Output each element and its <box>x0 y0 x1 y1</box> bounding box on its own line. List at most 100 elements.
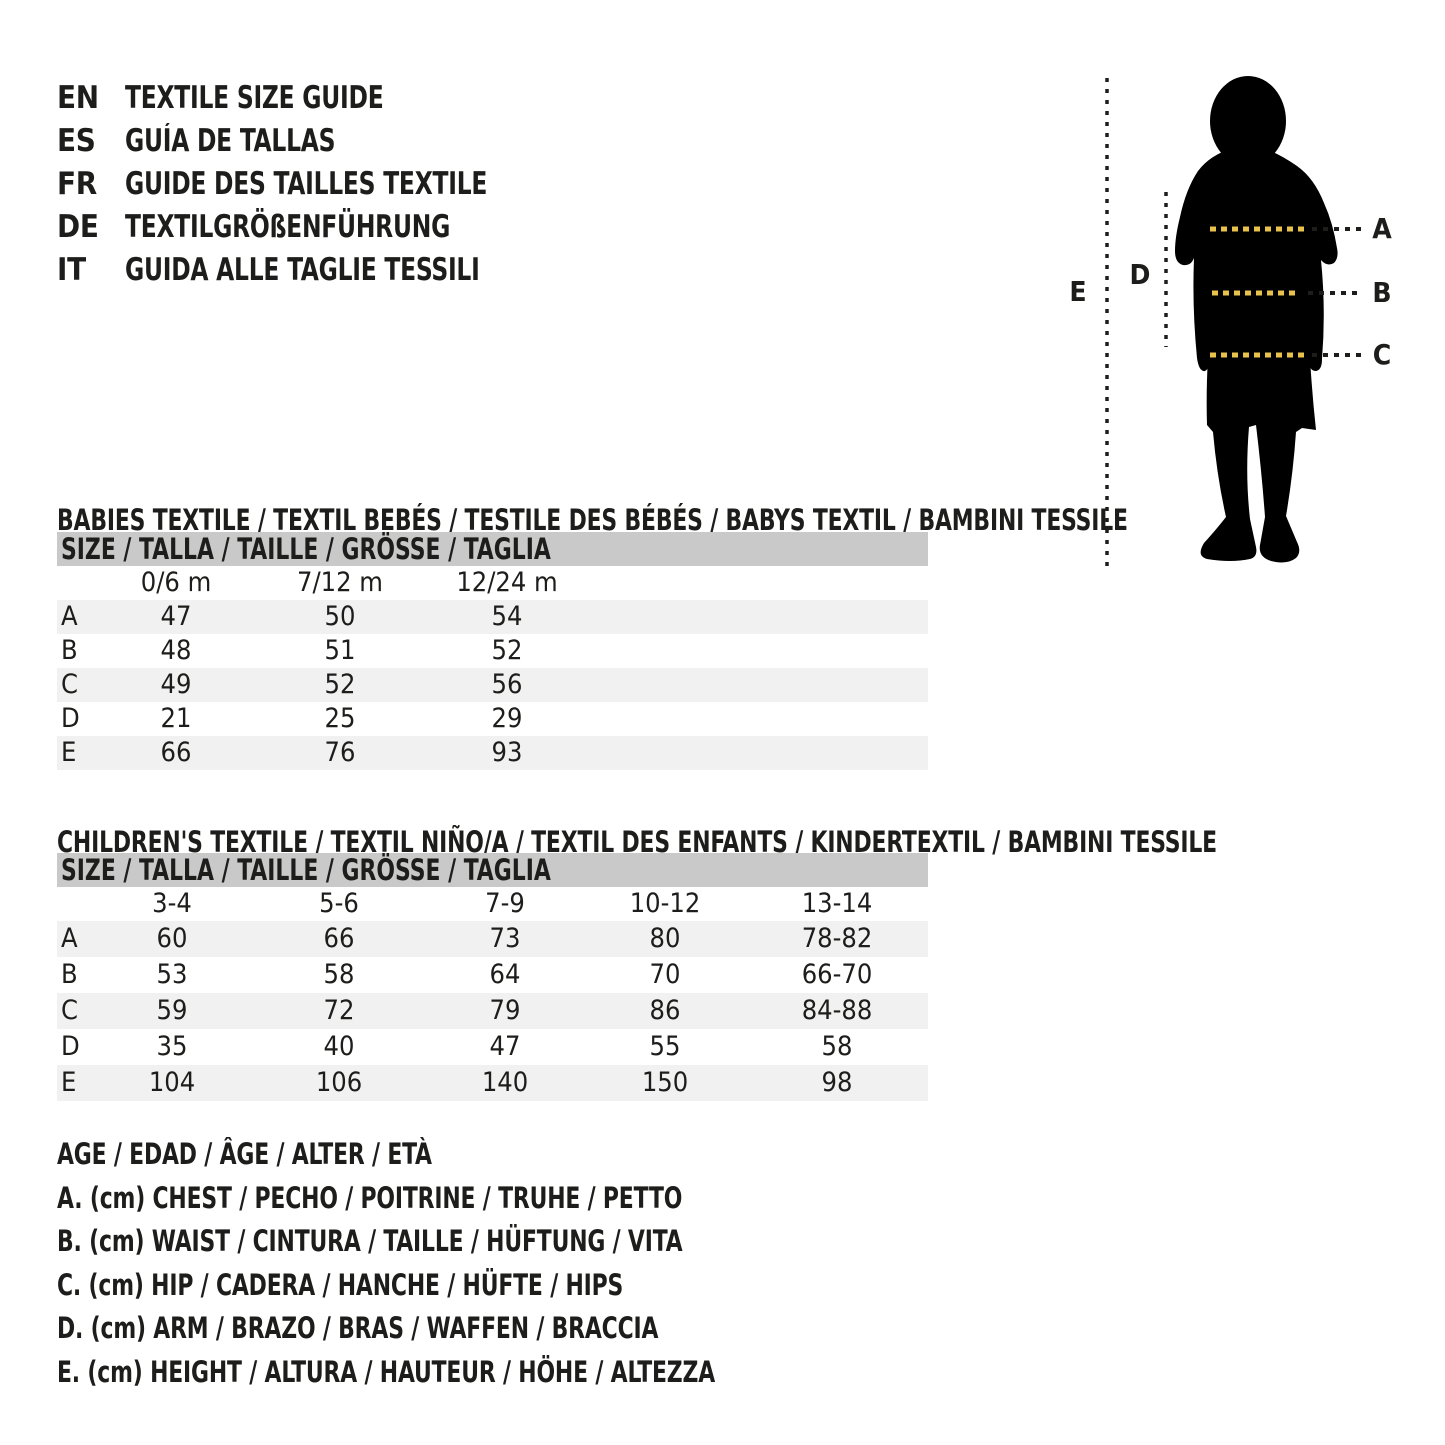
table-cell: 58 <box>323 959 355 990</box>
row-label: A <box>61 601 78 632</box>
table-row-c: C 59 72 79 86 84-88 <box>57 993 928 1029</box>
row-label: C <box>61 995 78 1026</box>
table-cell: 52 <box>491 635 523 666</box>
row-label: B <box>61 635 78 666</box>
language-code: EN <box>57 79 99 116</box>
table-cell: 93 <box>491 737 523 768</box>
diagram-label-c: C <box>1372 338 1392 371</box>
legend-line-2: B. (cm) WAIST / CINTURA / TAILLE / HÜFTU… <box>57 1220 840 1264</box>
table-row-d: D 35 40 47 55 58 <box>57 1029 928 1065</box>
column-header: 0/6 m <box>140 567 212 598</box>
row-label: E <box>61 1067 77 1098</box>
table-row-e: E 104 106 140 150 98 <box>57 1065 928 1101</box>
legend-line-text: C. (cm) HIP / CADERA / HANCHE / HÜFTE / … <box>57 1267 624 1302</box>
column-header: 3-4 <box>152 888 192 919</box>
children-size-header-text: SIZE / TALLA / TAILLE / GRÖSSE / TAGLIA <box>61 853 551 887</box>
table-cell: 50 <box>324 601 356 632</box>
table-cell: 29 <box>491 703 523 734</box>
table-cell: 52 <box>324 669 356 700</box>
title-text: TEXTILGRÖßENFÜHRUNG <box>125 208 451 245</box>
legend-line-0: AGE / EDAD / ÂGE / ALTER / ETÀ <box>57 1133 840 1177</box>
title-text: GUÍA DE TALLAS <box>125 122 336 159</box>
diagram-label-e: E <box>1069 275 1087 308</box>
table-row-d: D 21 25 29 <box>57 702 928 736</box>
language-code: DE <box>57 208 99 245</box>
legend-line-1: A. (cm) CHEST / PECHO / POITRINE / TRUHE… <box>57 1177 840 1221</box>
table-cell: 104 <box>148 1067 196 1098</box>
babies-size-header-text: SIZE / TALLA / TAILLE / GRÖSSE / TAGLIA <box>61 532 551 566</box>
table-cell: 47 <box>489 1031 521 1062</box>
children-section-title: CHILDREN'S TEXTILE / TEXTIL NIÑO/A / TEX… <box>57 826 1438 858</box>
table-cell: 66 <box>160 737 192 768</box>
table-row-b: B 53 58 64 70 66-70 <box>57 957 928 993</box>
title-text: TEXTILE SIZE GUIDE <box>125 79 384 116</box>
title-entry-de: DE TEXTILGRÖßENFÜHRUNG <box>57 205 556 248</box>
table-cell: 76 <box>324 737 356 768</box>
legend-line-5: E. (cm) HEIGHT / ALTURA / HAUTEUR / HÖHE… <box>57 1351 840 1395</box>
table-cell: 53 <box>156 959 188 990</box>
legend-line-text: D. (cm) ARM / BRAZO / BRAS / WAFFEN / BR… <box>57 1311 659 1345</box>
child-silhouette <box>1175 76 1338 563</box>
language-code: IT <box>57 251 86 288</box>
table-cell: 25 <box>324 703 356 734</box>
table-cell: 35 <box>156 1031 188 1062</box>
title-text: GUIDA ALLE TAGLIE TESSILI <box>125 251 480 288</box>
table-row-c: C 49 52 56 <box>57 668 928 702</box>
babies-section-title: BABIES TEXTILE / TEXTIL BEBÉS / TESTILE … <box>57 504 1332 536</box>
babies-column-header-row: 0/6 m 7/12 m 12/24 m <box>57 566 928 600</box>
table-cell: 55 <box>649 1031 681 1062</box>
column-header: 7-9 <box>485 888 525 919</box>
table-cell: 70 <box>649 959 681 990</box>
title-block: EN TEXTILE SIZE GUIDE ES GUÍA DE TALLAS FR GU… <box>57 76 556 291</box>
legend-line-text: E. (cm) HEIGHT / ALTURA / HAUTEUR / HÖHE… <box>57 1354 716 1389</box>
column-header: 5-6 <box>319 888 359 919</box>
table-cell: 66 <box>323 923 355 954</box>
table-row-e: E 66 76 93 <box>57 736 928 770</box>
column-header: 10-12 <box>629 888 701 919</box>
language-code: FR <box>57 165 97 202</box>
table-cell: 59 <box>156 995 188 1026</box>
table-cell: 72 <box>323 995 355 1026</box>
legend-line-4: D. (cm) ARM / BRAZO / BRAS / WAFFEN / BR… <box>57 1307 840 1351</box>
table-cell: 60 <box>156 923 188 954</box>
language-code: ES <box>57 122 96 159</box>
babies-section-title-text: BABIES TEXTILE / TEXTIL BEBÉS / TESTILE … <box>57 503 1128 538</box>
children-column-header-row: 3-4 5-6 7-9 10-12 13-14 <box>57 887 928 921</box>
legend-line-text: A. (cm) CHEST / PECHO / POITRINE / TRUHE… <box>57 1180 683 1215</box>
children-section-title-text: CHILDREN'S TEXTILE / TEXTIL NIÑO/A / TEX… <box>57 825 1217 860</box>
title-entry-fr: FR GUIDE DES TAILLES TEXTILE <box>57 162 556 205</box>
table-cell: 78-82 <box>801 923 873 954</box>
table-row-a: A 47 50 54 <box>57 600 928 634</box>
table-row-a: A 60 66 73 80 78-82 <box>57 921 928 957</box>
table-cell: 79 <box>489 995 521 1026</box>
table-cell: 98 <box>821 1067 853 1098</box>
child-silhouette-diagram <box>1105 76 1363 572</box>
legend-line-text: AGE / EDAD / ÂGE / ALTER / ETÀ <box>57 1137 432 1171</box>
table-cell: 40 <box>323 1031 355 1062</box>
title-entry-it: IT GUIDA ALLE TAGLIE TESSILI <box>57 248 556 291</box>
row-label: D <box>61 1031 80 1062</box>
table-cell: 73 <box>489 923 521 954</box>
children-size-header-bar: SIZE / TALLA / TAILLE / GRÖSSE / TAGLIA <box>57 853 928 887</box>
title-entry-en: EN TEXTILE SIZE GUIDE <box>57 76 556 119</box>
row-label: E <box>61 737 77 768</box>
table-cell: 58 <box>821 1031 853 1062</box>
row-label: B <box>61 959 78 990</box>
measure-lines-abc <box>1210 226 1363 358</box>
table-cell: 48 <box>160 635 192 666</box>
title-entry-es: ES GUÍA DE TALLAS <box>57 119 556 162</box>
table-cell: 21 <box>160 703 192 734</box>
table-cell: 150 <box>641 1067 689 1098</box>
table-cell: 84-88 <box>801 995 873 1026</box>
legend-line-text: B. (cm) WAIST / CINTURA / TAILLE / HÜFTU… <box>57 1224 683 1258</box>
column-header: 13-14 <box>801 888 873 919</box>
diagram-label-d: D <box>1129 258 1151 291</box>
table-cell: 51 <box>324 635 356 666</box>
row-label: A <box>61 923 78 954</box>
table-cell: 49 <box>160 669 192 700</box>
babies-size-header-bar: SIZE / TALLA / TAILLE / GRÖSSE / TAGLIA <box>57 532 928 566</box>
title-text: GUIDE DES TAILLES TEXTILE <box>125 165 488 202</box>
measurement-legend: AGE / EDAD / ÂGE / ALTER / ETÀ A. (cm) CH… <box>57 1133 840 1394</box>
table-row-b: B 48 51 52 <box>57 634 928 668</box>
